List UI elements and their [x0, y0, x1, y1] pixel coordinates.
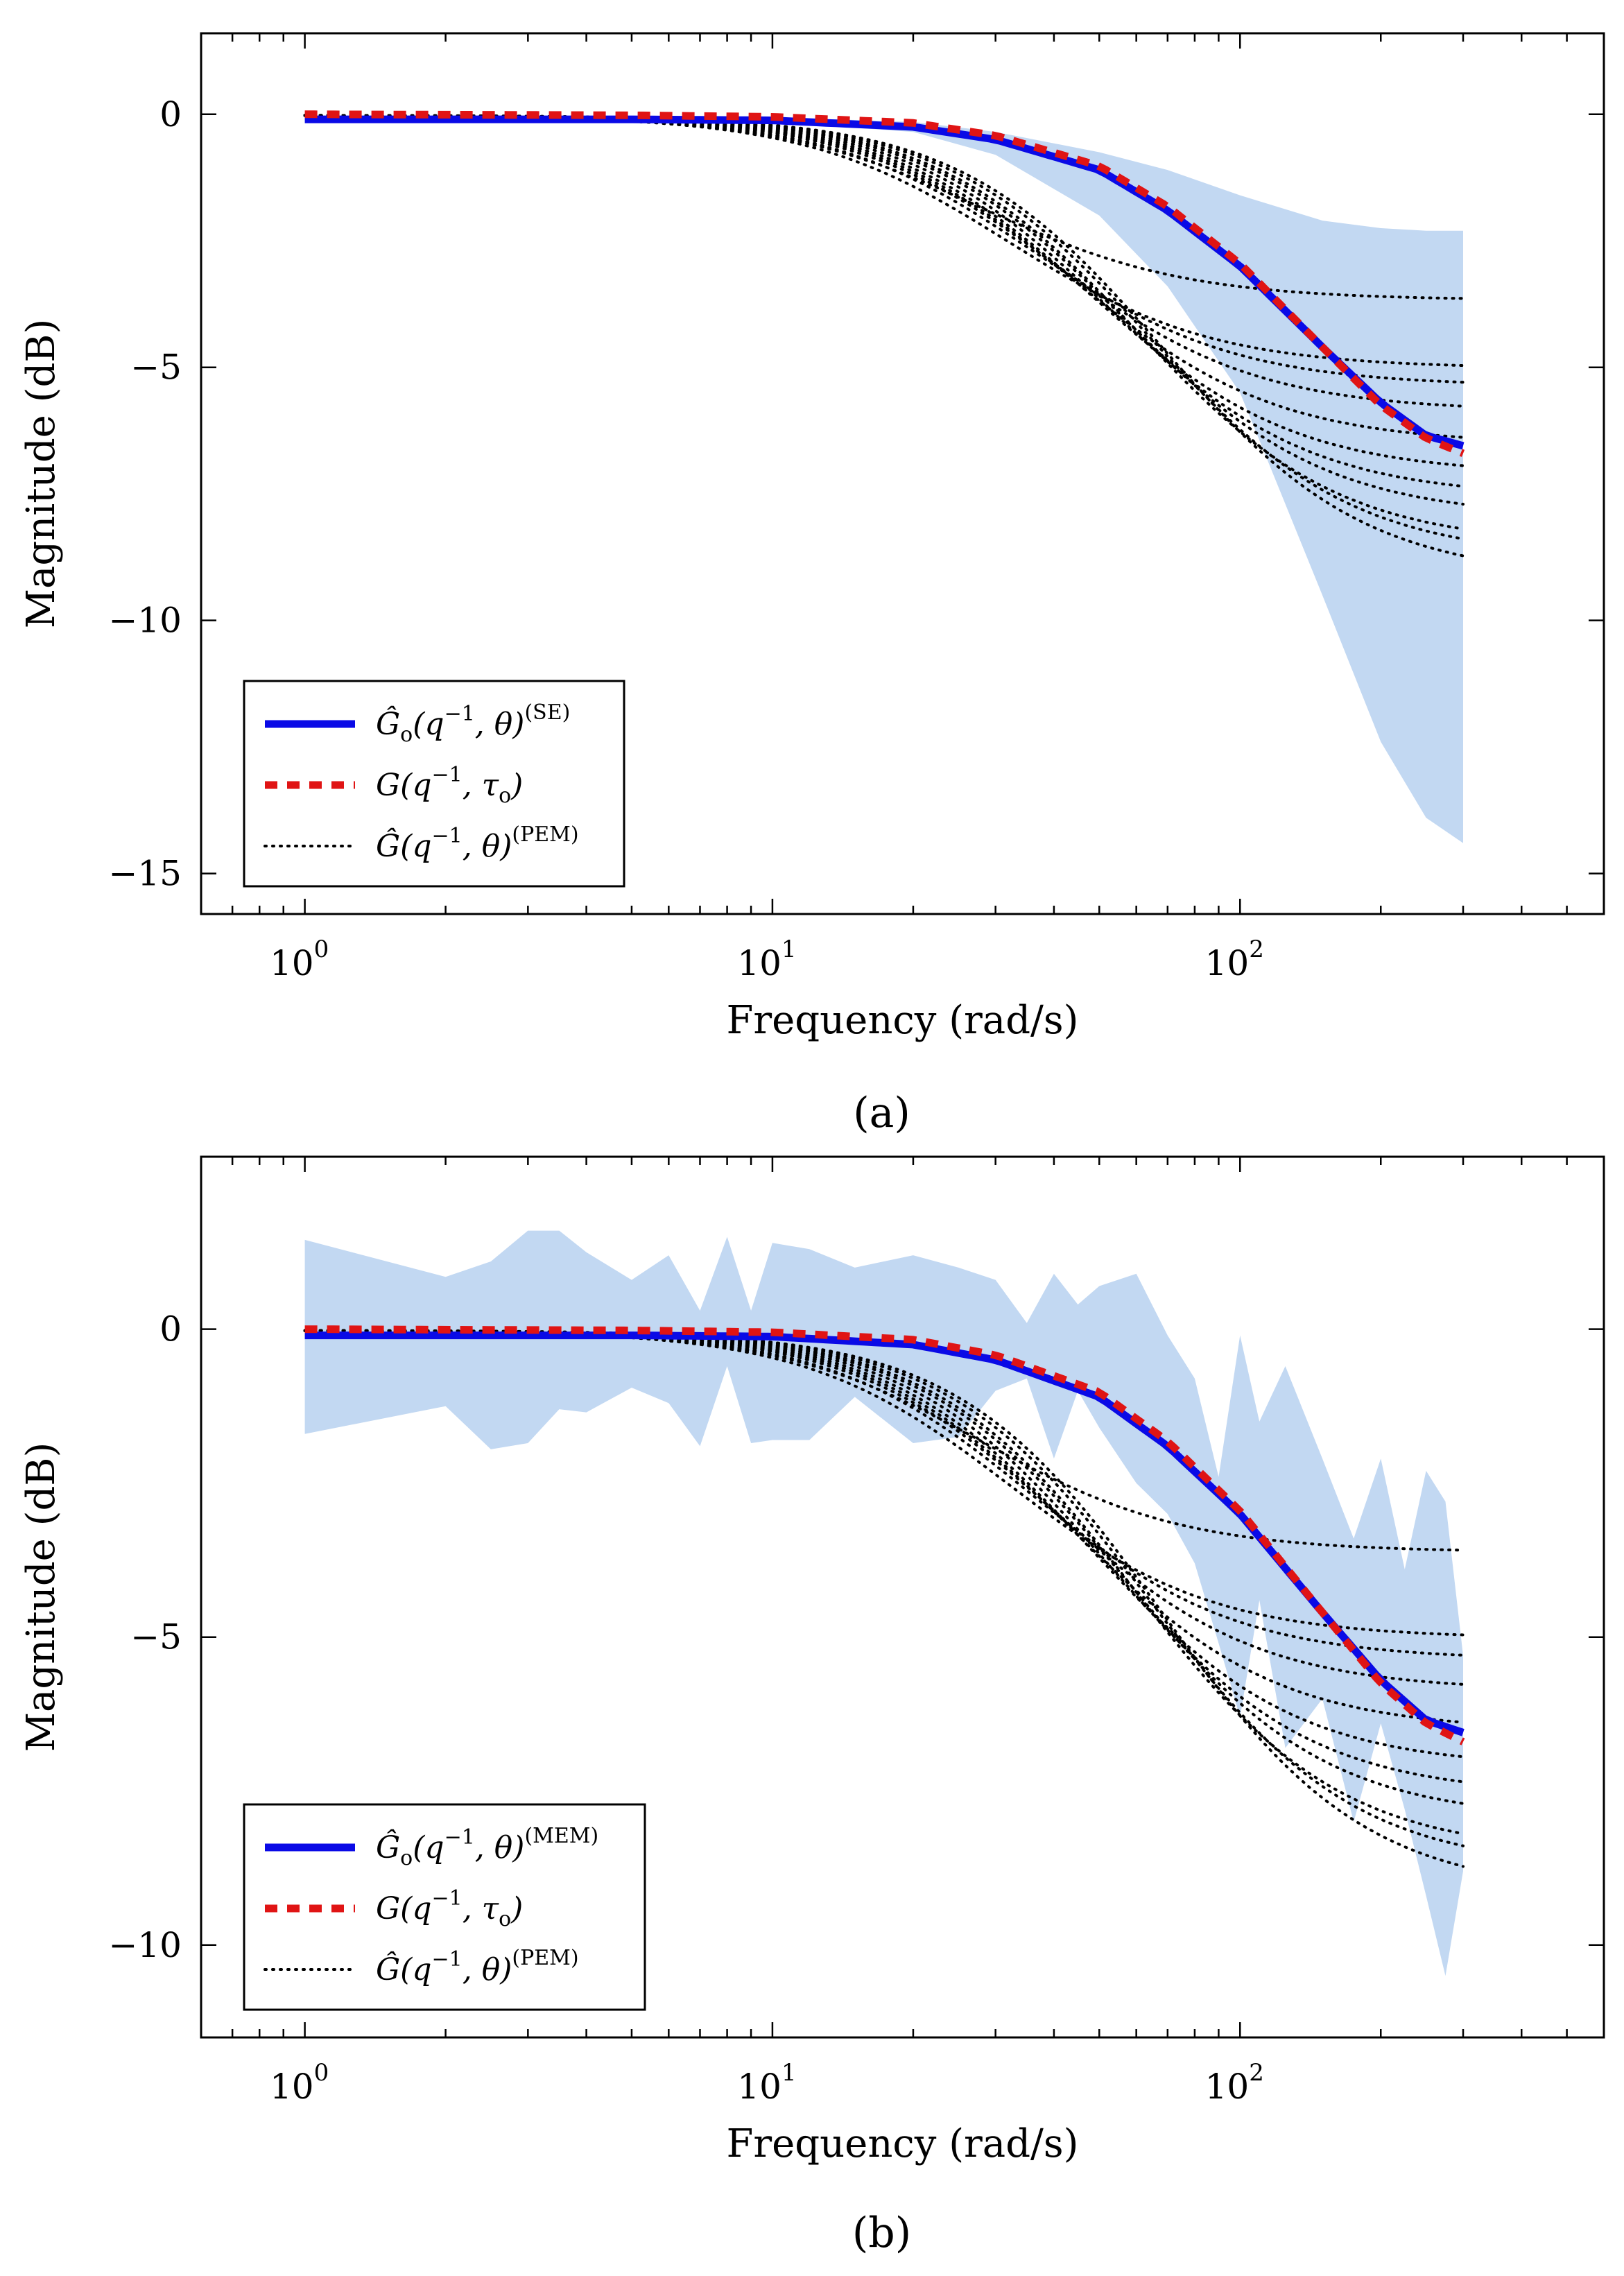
- legend-args: (q: [400, 1891, 431, 1926]
- legend-superscript: (PEM): [512, 822, 578, 847]
- legend-args: (q: [400, 768, 431, 803]
- legend-entry: Ĝo(q−1, θ)(MEM): [376, 1824, 598, 1870]
- legend-mid: , θ): [475, 1830, 525, 1865]
- y-tick-label: −15: [108, 854, 182, 894]
- legend-mid: , τ: [463, 1891, 499, 1926]
- legend-superscript: (PEM): [512, 1946, 578, 1970]
- legend-mid: , θ): [463, 1952, 512, 1988]
- x-tick-base: 10: [737, 943, 781, 983]
- x-axis-label: Frequency (rad/s): [727, 2121, 1079, 2166]
- estimate-curve: [304, 1331, 1465, 1736]
- x-tick-exp: 2: [1249, 936, 1264, 963]
- legend-subscript: o: [400, 723, 413, 747]
- legend-symbol: Ĝ: [376, 1951, 400, 1988]
- y-axis-label: Magnitude (dB): [19, 319, 64, 629]
- y-tick-label: −5: [130, 347, 182, 388]
- legend-args: (q: [400, 1952, 431, 1988]
- subcaption: (a): [853, 1089, 910, 1137]
- estimate-curve: [304, 115, 1465, 450]
- y-tick-label: 0: [159, 94, 182, 135]
- legend-box: [243, 680, 625, 888]
- legend-minus1: −1: [444, 702, 475, 726]
- x-tick-base: 10: [737, 2067, 781, 2107]
- legend-mid: , θ): [475, 707, 525, 742]
- legend-close: ): [510, 768, 523, 803]
- legend-minus1: −1: [444, 1825, 475, 1850]
- x-tick-exp: 1: [781, 936, 797, 963]
- x-tick-label: 101: [737, 2059, 796, 2107]
- legend-tail: o: [499, 784, 511, 808]
- legend-close: ): [510, 1891, 523, 1926]
- x-tick-label: 102: [1205, 2059, 1264, 2107]
- legend-tail: o: [499, 1907, 511, 1931]
- axes-frame: [200, 1155, 1605, 2039]
- x-tick-label: 101: [737, 936, 796, 983]
- legend-symbol: G: [376, 768, 400, 803]
- x-tick-label: 100: [270, 936, 329, 983]
- legend-symbol: Ĝ: [376, 705, 400, 742]
- legend-entry: Ĝ(q−1, θ)(PEM): [376, 1946, 579, 1988]
- y-tick-label: −10: [108, 601, 182, 641]
- legend-args: (q: [413, 1830, 444, 1865]
- confidence-band: [304, 1230, 1464, 1976]
- legend-minus1: −1: [432, 763, 463, 787]
- pem-curve-11: [303, 1329, 1465, 1868]
- legend-subscript: o: [400, 1846, 413, 1870]
- legend-entry: Ĝ(q−1, θ)(PEM): [376, 822, 579, 864]
- axes-frame: [200, 32, 1605, 915]
- y-axis-label: Magnitude (dB): [19, 1442, 64, 1752]
- legend-minus1: −1: [432, 1886, 463, 1911]
- x-axis-label: Frequency (rad/s): [727, 998, 1079, 1043]
- legend-args: (q: [400, 829, 431, 864]
- x-tick-base: 10: [1205, 943, 1250, 983]
- true-model-curve: [304, 1325, 1465, 1745]
- subcaption: (b): [852, 2209, 911, 2257]
- x-tick-exp: 1: [781, 2059, 797, 2087]
- x-tick-base: 10: [1205, 2067, 1250, 2107]
- legend-mid: , τ: [463, 768, 499, 803]
- legend-args: (q: [413, 707, 444, 742]
- x-tick-base: 10: [270, 2067, 314, 2107]
- true-model-curve: [304, 110, 1465, 457]
- x-tick-exp: 0: [314, 936, 329, 963]
- legend-superscript: (MEM): [524, 1824, 598, 1848]
- legend-entry: G(q−1, τo): [376, 1886, 523, 1931]
- x-tick-exp: 2: [1249, 2059, 1264, 2087]
- plot-area: [303, 1230, 1465, 1976]
- y-tick-label: −10: [108, 1925, 182, 1965]
- legend-symbol: G: [376, 1891, 400, 1926]
- legend-entry: G(q−1, τo): [376, 763, 523, 808]
- legend-symbol: Ĝ: [376, 827, 400, 864]
- legend: Ĝo(q−1, θ)(MEM)G(q−1, τo)Ĝ(q−1, θ)(PEM): [243, 1803, 646, 2011]
- legend-entry: Ĝo(q−1, θ)(SE): [376, 700, 570, 747]
- legend-symbol: Ĝ: [376, 1829, 400, 1865]
- legend: Ĝo(q−1, θ)(SE)G(q−1, τo)Ĝ(q−1, θ)(PEM): [243, 680, 625, 888]
- legend-minus1: −1: [432, 824, 463, 848]
- plot-area: [303, 110, 1465, 843]
- x-tick-label: 102: [1205, 936, 1264, 983]
- x-tick-exp: 0: [314, 2059, 329, 2087]
- legend-superscript: (SE): [524, 700, 570, 725]
- legend-mid: , θ): [463, 829, 512, 864]
- x-tick-label: 100: [270, 2059, 329, 2107]
- legend-minus1: −1: [432, 1947, 463, 1972]
- y-tick-label: −5: [130, 1617, 182, 1657]
- y-tick-label: 0: [159, 1309, 182, 1350]
- x-tick-base: 10: [270, 943, 314, 983]
